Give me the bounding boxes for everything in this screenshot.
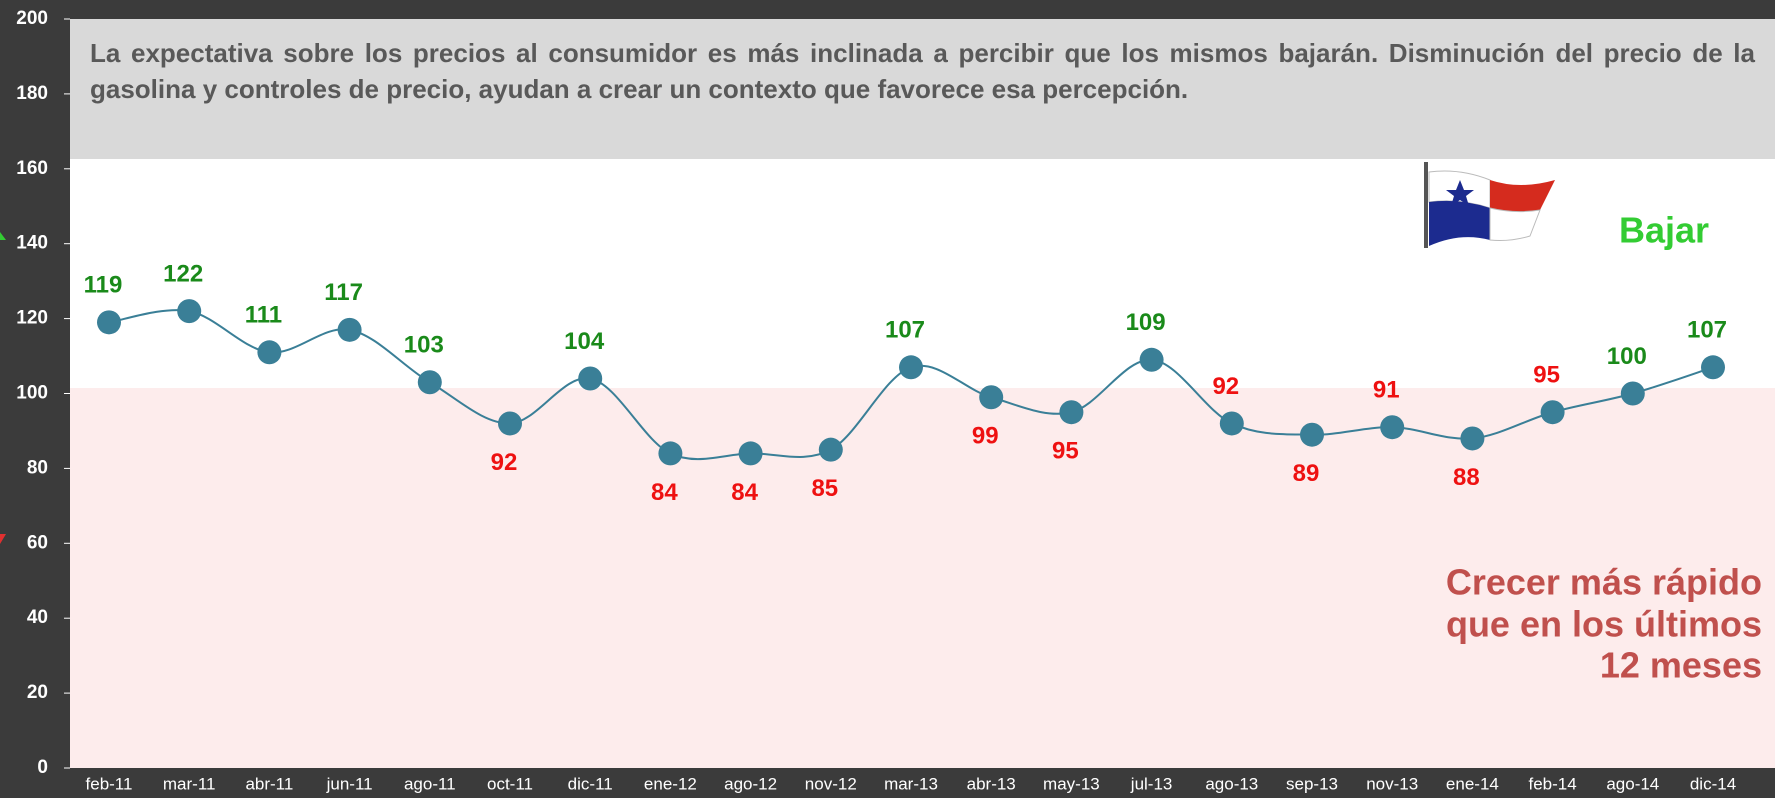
marker [899, 355, 923, 380]
y-tick-label: 140 [16, 233, 48, 254]
data-label: 89 [1293, 460, 1320, 487]
down-arrow [0, 534, 6, 544]
data-label: 111 [245, 302, 282, 329]
marker [578, 366, 603, 391]
lower-band [70, 388, 1775, 768]
marker [257, 340, 282, 365]
y-tick-label: 200 [16, 8, 48, 29]
data-label: 122 [163, 260, 203, 287]
annotation-bottom: Crecer más rápido [1446, 562, 1762, 603]
data-label: 103 [404, 332, 444, 359]
data-label: 95 [1052, 438, 1079, 465]
marker [337, 317, 362, 342]
marker [1701, 355, 1725, 380]
x-tick-label: abr-13 [967, 774, 1016, 793]
marker [979, 385, 1004, 410]
x-tick-label: nov-12 [805, 774, 857, 793]
marker [1059, 400, 1084, 425]
data-label: 95 [1533, 362, 1560, 389]
data-label: 92 [491, 449, 518, 476]
x-tick-label: ago-11 [404, 774, 456, 793]
x-tick-label: ene-12 [644, 774, 697, 793]
marker [1380, 415, 1405, 440]
marker [1300, 422, 1324, 447]
data-label: 92 [1212, 373, 1239, 400]
data-label: 84 [731, 479, 758, 506]
marker [417, 370, 442, 395]
y-tick-label: 180 [16, 83, 48, 104]
x-tick-label: abr-11 [245, 774, 293, 793]
x-tick-label: feb-14 [1528, 774, 1576, 793]
flag-white2 [1489, 207, 1541, 241]
data-label: 84 [651, 479, 678, 506]
y-tick-label: 80 [27, 457, 48, 478]
x-tick-label: oct-11 [487, 774, 533, 793]
flag-red [1490, 180, 1555, 212]
x-tick-label: ago-13 [1205, 774, 1258, 793]
marker [1219, 411, 1244, 436]
data-label: 107 [885, 317, 925, 344]
x-tick-label: ago-14 [1606, 774, 1659, 793]
note-box: La expectativa sobre los precios al cons… [70, 19, 1775, 159]
data-label: 107 [1687, 317, 1727, 344]
data-label: 88 [1453, 464, 1480, 491]
x-tick-label: jul-13 [1130, 774, 1173, 793]
data-label: 109 [1126, 309, 1166, 336]
x-tick-label: feb-11 [86, 774, 133, 793]
x-tick-label: dic-14 [1690, 774, 1736, 793]
data-label: 99 [972, 423, 999, 450]
y-tick-label: 60 [27, 532, 48, 553]
y-tick-label: 40 [27, 607, 48, 628]
marker [738, 441, 763, 466]
y-tick-label: 120 [16, 308, 48, 329]
y-tick-label: 100 [16, 383, 48, 404]
marker [1460, 426, 1485, 451]
marker [1620, 381, 1645, 406]
x-tick-label: ene-14 [1446, 774, 1499, 793]
marker [498, 411, 522, 436]
annotation-bottom: 12 meses [1600, 645, 1762, 686]
flag-star [1446, 180, 1474, 206]
flag [1424, 162, 1555, 248]
marker [97, 310, 121, 335]
x-tick-label: ago-12 [724, 774, 777, 793]
flag-blue [1429, 200, 1490, 246]
marker [1540, 400, 1565, 425]
y-tick-label: 0 [37, 757, 48, 778]
x-tick-label: mar-11 [163, 774, 216, 793]
x-tick-label: mar-13 [884, 774, 938, 793]
marker [658, 441, 683, 466]
x-tick-label: sep-13 [1286, 774, 1338, 793]
data-label: 100 [1607, 343, 1647, 370]
data-label: 104 [564, 328, 605, 355]
data-label: 85 [811, 475, 838, 502]
data-label: 117 [324, 279, 363, 306]
x-tick-label: jun-11 [326, 774, 373, 793]
marker [1139, 347, 1164, 372]
up-arrow [0, 232, 6, 240]
x-tick-label: nov-13 [1366, 774, 1418, 793]
y-tick-label: 160 [16, 158, 48, 179]
data-label: 91 [1373, 377, 1400, 404]
annotation-bottom: que en los últimos [1446, 604, 1762, 645]
annotation-top: Bajar [1619, 210, 1709, 251]
marker [818, 437, 843, 462]
y-tick-label: 20 [27, 682, 48, 703]
x-tick-label: dic-11 [568, 774, 613, 793]
x-tick-label: may-13 [1043, 774, 1100, 793]
data-label: 119 [84, 272, 123, 299]
marker [177, 299, 202, 324]
